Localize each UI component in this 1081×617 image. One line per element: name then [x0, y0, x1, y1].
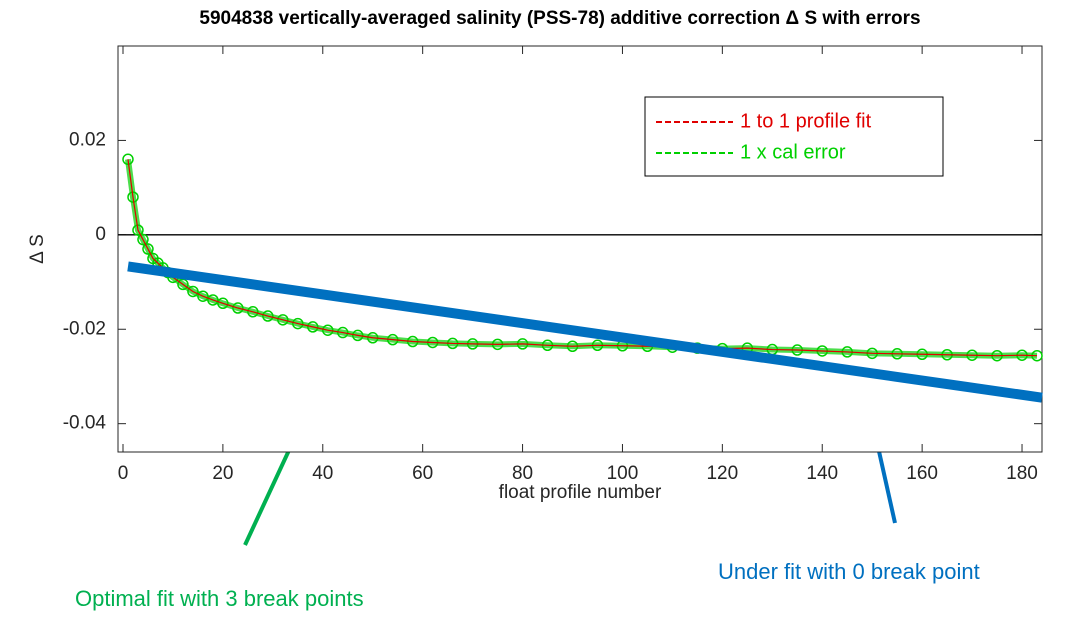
point: [322, 324, 334, 336]
point: [277, 314, 289, 326]
y-tick-label: 0.02: [69, 129, 106, 150]
point: [337, 326, 349, 339]
point: [307, 321, 319, 333]
point: [197, 290, 209, 302]
y-tick-label: -0.04: [63, 413, 107, 434]
point: [137, 233, 149, 246]
point: [217, 297, 229, 310]
point: [207, 294, 219, 306]
point: [142, 243, 154, 255]
x-tick-label: 180: [1006, 463, 1038, 484]
y-tick-label: 0: [95, 224, 106, 245]
legend-box: [644, 96, 944, 177]
annotation: Under fit with 0 break point: [718, 559, 980, 584]
y-tick-label: -0.02: [63, 318, 106, 339]
fit-line: [127, 261, 1043, 403]
chart-title: 5904838 vertically-averaged salinity (PS…: [199, 8, 920, 29]
point: [232, 302, 244, 314]
x-tick-label: 0: [118, 463, 129, 484]
legend: 1 to 1 profile fit 1 x cal error: [644, 96, 944, 177]
x-tick-label: 120: [706, 463, 738, 484]
x-tick-label: 100: [607, 463, 639, 484]
x-tick-label: 80: [512, 463, 533, 484]
x-tick-label: 20: [212, 463, 233, 484]
y-axis-label: Δ S: [27, 234, 48, 264]
annotation: Optimal fit with 3 break points: [75, 586, 364, 611]
point: [122, 153, 134, 166]
x-tick-label: 140: [806, 463, 838, 484]
x-tick-label: 60: [412, 463, 433, 484]
point: [247, 306, 259, 318]
legend-label: 1 to 1 profile fit: [740, 110, 872, 132]
point: [127, 191, 139, 203]
x-tick-label: 40: [312, 463, 333, 484]
point: [262, 310, 274, 322]
x-tick-label: 160: [906, 463, 938, 484]
legend-label: 1 x cal error: [740, 141, 846, 163]
point: [187, 285, 199, 298]
x-axis-label: float profile number: [499, 482, 662, 503]
point: [132, 224, 144, 236]
point: [292, 317, 304, 330]
point: [351, 329, 364, 342]
